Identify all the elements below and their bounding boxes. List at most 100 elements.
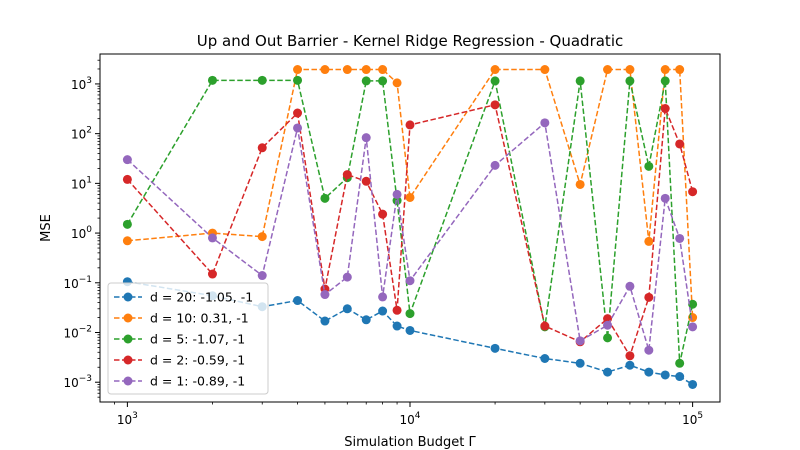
- y-tick-label: 102: [71, 126, 92, 142]
- data-point: [392, 321, 402, 331]
- data-point: [207, 233, 217, 243]
- data-point: [361, 133, 371, 143]
- legend-swatch-marker: [123, 355, 133, 365]
- data-point: [675, 139, 685, 149]
- y-tick-label: 10−2: [63, 325, 92, 341]
- legend-swatch-marker: [123, 313, 133, 323]
- data-point: [342, 170, 352, 180]
- data-point: [392, 189, 402, 199]
- data-point: [603, 333, 613, 343]
- data-point: [293, 75, 303, 85]
- data-point: [688, 322, 698, 332]
- data-point: [392, 78, 402, 88]
- y-axis-label: MSE: [39, 214, 54, 242]
- data-point: [405, 325, 415, 335]
- data-point: [122, 219, 132, 229]
- data-point: [540, 118, 550, 128]
- series-layer: [122, 65, 698, 389]
- data-point: [361, 176, 371, 186]
- data-point: [490, 65, 500, 75]
- data-point: [575, 179, 585, 189]
- data-point: [342, 304, 352, 314]
- legend-frame: [107, 282, 269, 395]
- data-point: [122, 174, 132, 184]
- legend-item: d = 20: -1.05, -1: [114, 290, 253, 305]
- data-point: [540, 321, 550, 331]
- data-point: [405, 276, 415, 286]
- data-point: [644, 236, 654, 246]
- data-point: [207, 269, 217, 279]
- legend-item: d = 5: -1.07, -1: [114, 332, 245, 347]
- legend-item: d = 10: 0.31, -1: [114, 311, 249, 326]
- data-point: [660, 370, 670, 380]
- legend-swatch-marker: [123, 292, 133, 302]
- data-point: [378, 292, 388, 302]
- y-tick-label: 101: [71, 175, 92, 191]
- data-point: [660, 65, 670, 75]
- data-point: [405, 192, 415, 202]
- data-point: [603, 320, 613, 330]
- y-tick-label: 103: [71, 76, 92, 92]
- data-point: [625, 281, 635, 291]
- data-point: [675, 233, 685, 243]
- data-point: [688, 299, 698, 309]
- data-point: [644, 345, 654, 355]
- data-point: [378, 306, 388, 316]
- data-point: [122, 155, 132, 165]
- x-axis: 103 104 105: [114, 402, 703, 427]
- data-point: [293, 108, 303, 118]
- data-point: [257, 75, 267, 85]
- data-point: [688, 187, 698, 197]
- data-point: [644, 161, 654, 171]
- legend-swatch-marker: [123, 376, 133, 386]
- series-3: [122, 100, 698, 361]
- data-point: [540, 354, 550, 363]
- series-1: [122, 65, 698, 323]
- data-point: [490, 100, 500, 110]
- legend-label: d = 10: 0.31, -1: [150, 311, 249, 326]
- data-point: [257, 143, 267, 153]
- data-point: [575, 336, 585, 346]
- data-point: [660, 104, 670, 114]
- legend-item: d = 1: -0.89, -1: [114, 374, 245, 389]
- chart-title: Up and Out Barrier - Kernel Ridge Regres…: [197, 32, 623, 50]
- data-point: [361, 76, 371, 86]
- data-point: [490, 160, 500, 170]
- data-point: [257, 271, 267, 281]
- data-point: [625, 360, 635, 370]
- data-point: [342, 65, 352, 75]
- data-point: [675, 65, 685, 75]
- data-point: [644, 367, 654, 377]
- legend: d = 20: -1.05, -1 d = 10: 0.31, -1 d = 5: …: [107, 282, 269, 395]
- data-point: [361, 315, 371, 325]
- x-tick-label: 105: [682, 411, 703, 427]
- data-point: [293, 65, 303, 75]
- data-point: [320, 65, 330, 75]
- data-point: [625, 351, 635, 361]
- data-point: [122, 236, 132, 246]
- legend-label: d = 1: -0.89, -1: [150, 374, 245, 389]
- data-point: [660, 76, 670, 86]
- data-point: [293, 123, 303, 133]
- y-tick-label: 10−3: [63, 374, 92, 390]
- legend-label: d = 20: -1.05, -1: [150, 290, 253, 305]
- data-point: [490, 343, 500, 353]
- data-point: [320, 193, 330, 203]
- data-point: [625, 65, 635, 75]
- data-point: [405, 120, 415, 130]
- data-point: [644, 292, 654, 302]
- data-point: [625, 76, 635, 86]
- data-point: [293, 296, 303, 306]
- data-point: [320, 316, 330, 326]
- data-point: [378, 76, 388, 86]
- data-point: [540, 65, 550, 75]
- data-point: [378, 65, 388, 75]
- data-point: [392, 196, 402, 206]
- x-tick-label: 104: [399, 411, 420, 427]
- data-point: [675, 372, 685, 382]
- data-point: [490, 76, 500, 86]
- x-tick-label: 103: [117, 411, 138, 427]
- y-tick-label: 10−1: [63, 275, 92, 291]
- data-point: [392, 305, 402, 315]
